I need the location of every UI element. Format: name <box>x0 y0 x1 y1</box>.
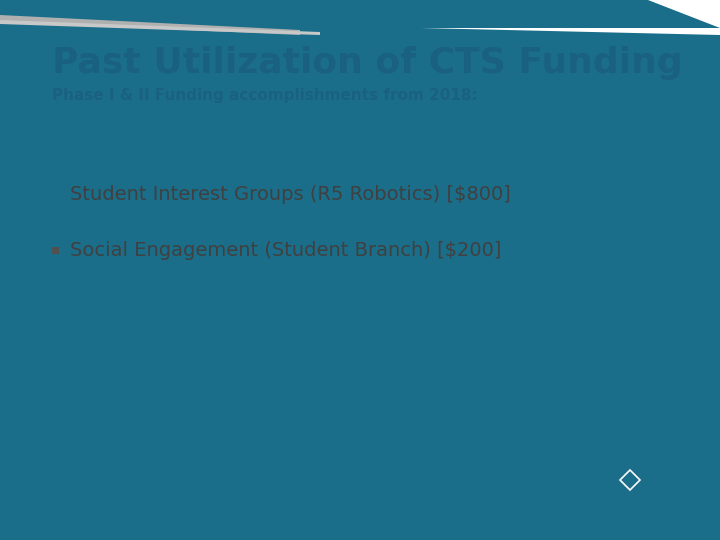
Text: Social Engagement (Student Branch) [$200]: Social Engagement (Student Branch) [$200… <box>70 240 501 260</box>
Polygon shape <box>0 0 720 28</box>
Text: IEEE: IEEE <box>644 467 698 487</box>
Text: Past Utilization of CTS Funding: Past Utilization of CTS Funding <box>52 46 683 80</box>
FancyBboxPatch shape <box>52 247 59 254</box>
Polygon shape <box>620 470 640 490</box>
Text: Phase I & II Funding accomplishments from 2018:: Phase I & II Funding accomplishments fro… <box>52 88 478 103</box>
Text: Advancing Technology: Advancing Technology <box>618 494 696 500</box>
Polygon shape <box>0 20 720 540</box>
FancyBboxPatch shape <box>52 191 61 200</box>
Text: Student Interest Groups (R5 Robotics) [$800]: Student Interest Groups (R5 Robotics) [$… <box>70 186 510 205</box>
Polygon shape <box>0 15 300 35</box>
Polygon shape <box>0 20 320 35</box>
Text: for Humanity: for Humanity <box>628 502 674 508</box>
